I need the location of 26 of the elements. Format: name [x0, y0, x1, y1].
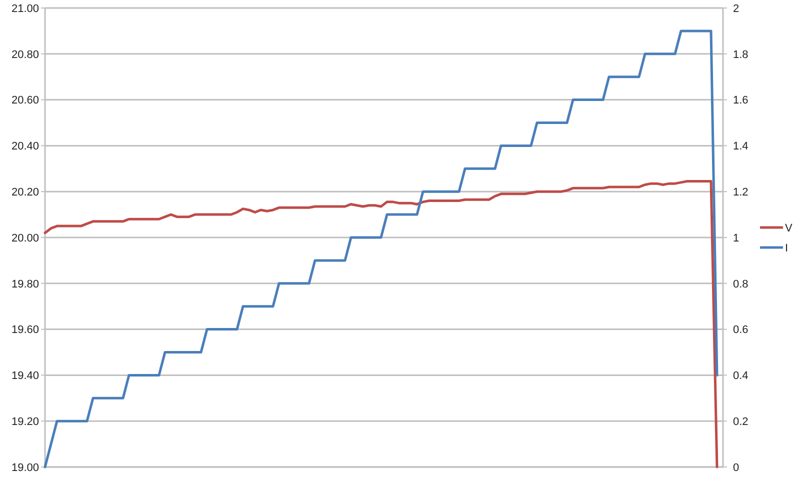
y2-tick-label: 0.4	[733, 370, 748, 382]
y-tick-label: 20.60	[11, 94, 39, 107]
y2-tick-label: 1	[733, 232, 740, 244]
y-tick-label: 19.40	[11, 370, 39, 382]
y2-tick-label: 0.2	[733, 416, 748, 428]
y2-tick-label: 0	[733, 462, 740, 474]
y2-tick-label: 2	[733, 2, 740, 15]
line-series	[44, 180, 718, 468]
y2-tick-label: 0.6	[733, 324, 748, 336]
y-tick-label: 19.60	[11, 324, 39, 336]
y-tick-label: 19.80	[11, 278, 39, 290]
y2-tick-label: 1.2	[733, 186, 748, 198]
y-tick-label: 20.80	[11, 48, 39, 61]
y-tick-label: 19.00	[11, 462, 39, 474]
line-series	[44, 30, 718, 468]
y2-tick-label: 0.8	[733, 278, 748, 290]
y-tick-label: 20.40	[11, 140, 39, 153]
y-tick-label: 19.20	[11, 416, 39, 428]
legend-label: V	[785, 222, 793, 234]
y2-tick-label: 1.4	[733, 140, 748, 153]
y2-tick-label: 1.8	[733, 48, 748, 61]
y-tick-label: 20.00	[11, 232, 39, 244]
y-tick-label: 20.20	[11, 186, 39, 198]
y2-tick-label: 1.6	[733, 94, 748, 107]
y-tick-label: 21.00	[11, 2, 39, 15]
legend-label: I	[785, 242, 788, 254]
